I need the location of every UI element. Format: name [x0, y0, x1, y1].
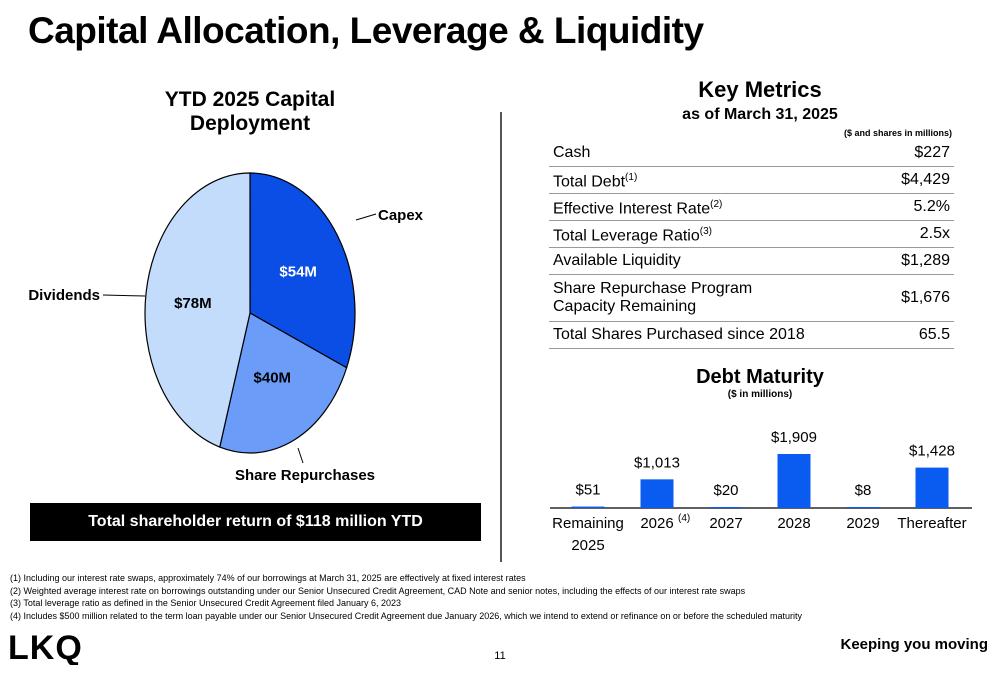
footnote-ref: (2): [710, 198, 723, 210]
shareholder-return-banner: Total shareholder return of $118 million…: [30, 503, 481, 541]
bar-data-label: $8: [855, 482, 872, 499]
x-tick-label: 2025: [571, 537, 604, 554]
metric-row: Total Shares Purchased since 2018 65.5: [549, 322, 954, 349]
key-metrics-date: as of March 31, 2025: [682, 106, 838, 123]
metric-row: Total Debt(1) $4,429: [549, 167, 954, 194]
metric-label: Total Shares Purchased since 2018: [553, 326, 805, 343]
x-tick-label: 2026: [640, 515, 673, 532]
debt-bar: [571, 506, 605, 508]
pie-category-label: Share Repurchases: [235, 467, 375, 484]
pie-category-label: Dividends: [28, 287, 100, 304]
page-title: Capital Allocation, Leverage & Liquidity: [28, 10, 704, 51]
pie-category-label: Capex: [378, 207, 424, 224]
page-number: 11: [494, 650, 506, 662]
bar-data-label: $51: [575, 482, 600, 499]
footnote-item: (2) Weighted average interest rate on bo…: [10, 585, 746, 596]
metric-value: $1,676: [901, 289, 950, 306]
metric-row: Share Repurchase Program Capacity Remain…: [549, 275, 954, 322]
pie-leader-line: [102, 294, 146, 297]
debt-maturity-title: Debt Maturity: [696, 366, 824, 388]
debt-bar: [709, 507, 743, 508]
key-metrics-title: Key Metrics: [698, 77, 822, 102]
footnotes: (1) Including our interest rate swaps, a…: [10, 572, 802, 622]
metric-label: Effective Interest Rate(2): [553, 198, 723, 218]
bar-data-label: $1,909: [771, 429, 817, 446]
metric-value: 2.5x: [919, 225, 950, 242]
metric-row: Available Liquidity $1,289: [549, 248, 954, 275]
metric-value: $4,429: [901, 171, 950, 188]
pie-value-label: $40M: [254, 369, 292, 386]
metric-row: Cash $227: [549, 140, 954, 167]
metric-value: 65.5: [918, 326, 950, 343]
x-tick-label: 2027: [709, 515, 742, 532]
pie-slice-share-repurchases: [219, 312, 348, 454]
key-metrics-table: Cash $227 Total Debt(1) $4,429 Effective Int…: [549, 140, 954, 349]
bar-data-label: $20: [713, 482, 738, 499]
metric-label: Cash: [553, 144, 591, 161]
debt-bar: [846, 507, 880, 508]
footnote-item: (4) Includes $500 million related to the…: [10, 610, 802, 621]
pie-slice-capex: [249, 172, 356, 369]
lkq-logo: LKQ: [8, 629, 83, 665]
debt-bar: [777, 454, 811, 508]
footnote-item: (3) Total leverage ratio as defined in t…: [10, 598, 402, 608]
x-tick-label: Thereafter: [897, 515, 966, 532]
metric-label: Available Liquidity: [553, 252, 681, 269]
metric-row: Total Leverage Ratio(3) 2.5x: [549, 221, 954, 248]
metric-label: Total Leverage Ratio(3): [553, 225, 712, 245]
debt-maturity-chart: $51 Remaining 2025 $1,013 2026 (4) $20 2027 $1,9…: [550, 429, 972, 554]
footnote-ref: (3): [699, 225, 712, 237]
footnote-ref: (4): [678, 513, 690, 524]
debt-maturity-subtitle: ($ in millions): [727, 389, 793, 400]
footnote-item: (1) Including our interest rate swaps, a…: [10, 573, 526, 583]
metric-label: Share Repurchase Program Capacity Remain…: [553, 280, 753, 315]
debt-bar: [915, 467, 949, 508]
pie-chart: $54M $40M $78M Capex Share Repurchases Divide…: [28, 172, 424, 484]
key-metrics-units: ($ and shares in millions): [843, 128, 952, 138]
metric-value: $227: [914, 144, 950, 161]
metric-value: $1,289: [901, 252, 950, 269]
pie-value-label: $78M: [174, 295, 212, 312]
pie-value-label: $54M: [279, 264, 317, 281]
pie-slice-dividends: [144, 172, 251, 448]
metric-label: Total Debt(1): [553, 171, 638, 191]
metric-row: Effective Interest Rate(2) 5.2%: [549, 194, 954, 221]
x-tick-label: 2028: [777, 515, 810, 532]
x-tick-label: 2029: [846, 515, 879, 532]
logo-text: LKQ: [8, 629, 83, 665]
footnote-ref: (1): [625, 171, 638, 183]
debt-bar: [640, 479, 674, 508]
bar-data-label: $1,428: [909, 443, 955, 460]
x-tick-label: Remaining: [552, 515, 624, 532]
pie-chart-title: YTD 2025 Capital Deployment: [164, 88, 336, 135]
tagline: Keeping you moving: [840, 636, 988, 653]
section-divider: [500, 112, 502, 562]
pie-leader-line: [355, 213, 377, 221]
metric-value: 5.2%: [913, 198, 950, 215]
bar-data-label: $1,013: [634, 454, 680, 471]
pie-leader-line: [297, 447, 304, 464]
